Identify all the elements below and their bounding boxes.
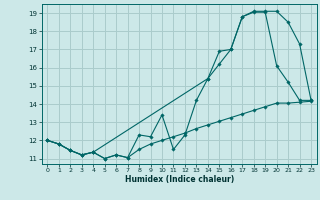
X-axis label: Humidex (Indice chaleur): Humidex (Indice chaleur): [124, 175, 234, 184]
